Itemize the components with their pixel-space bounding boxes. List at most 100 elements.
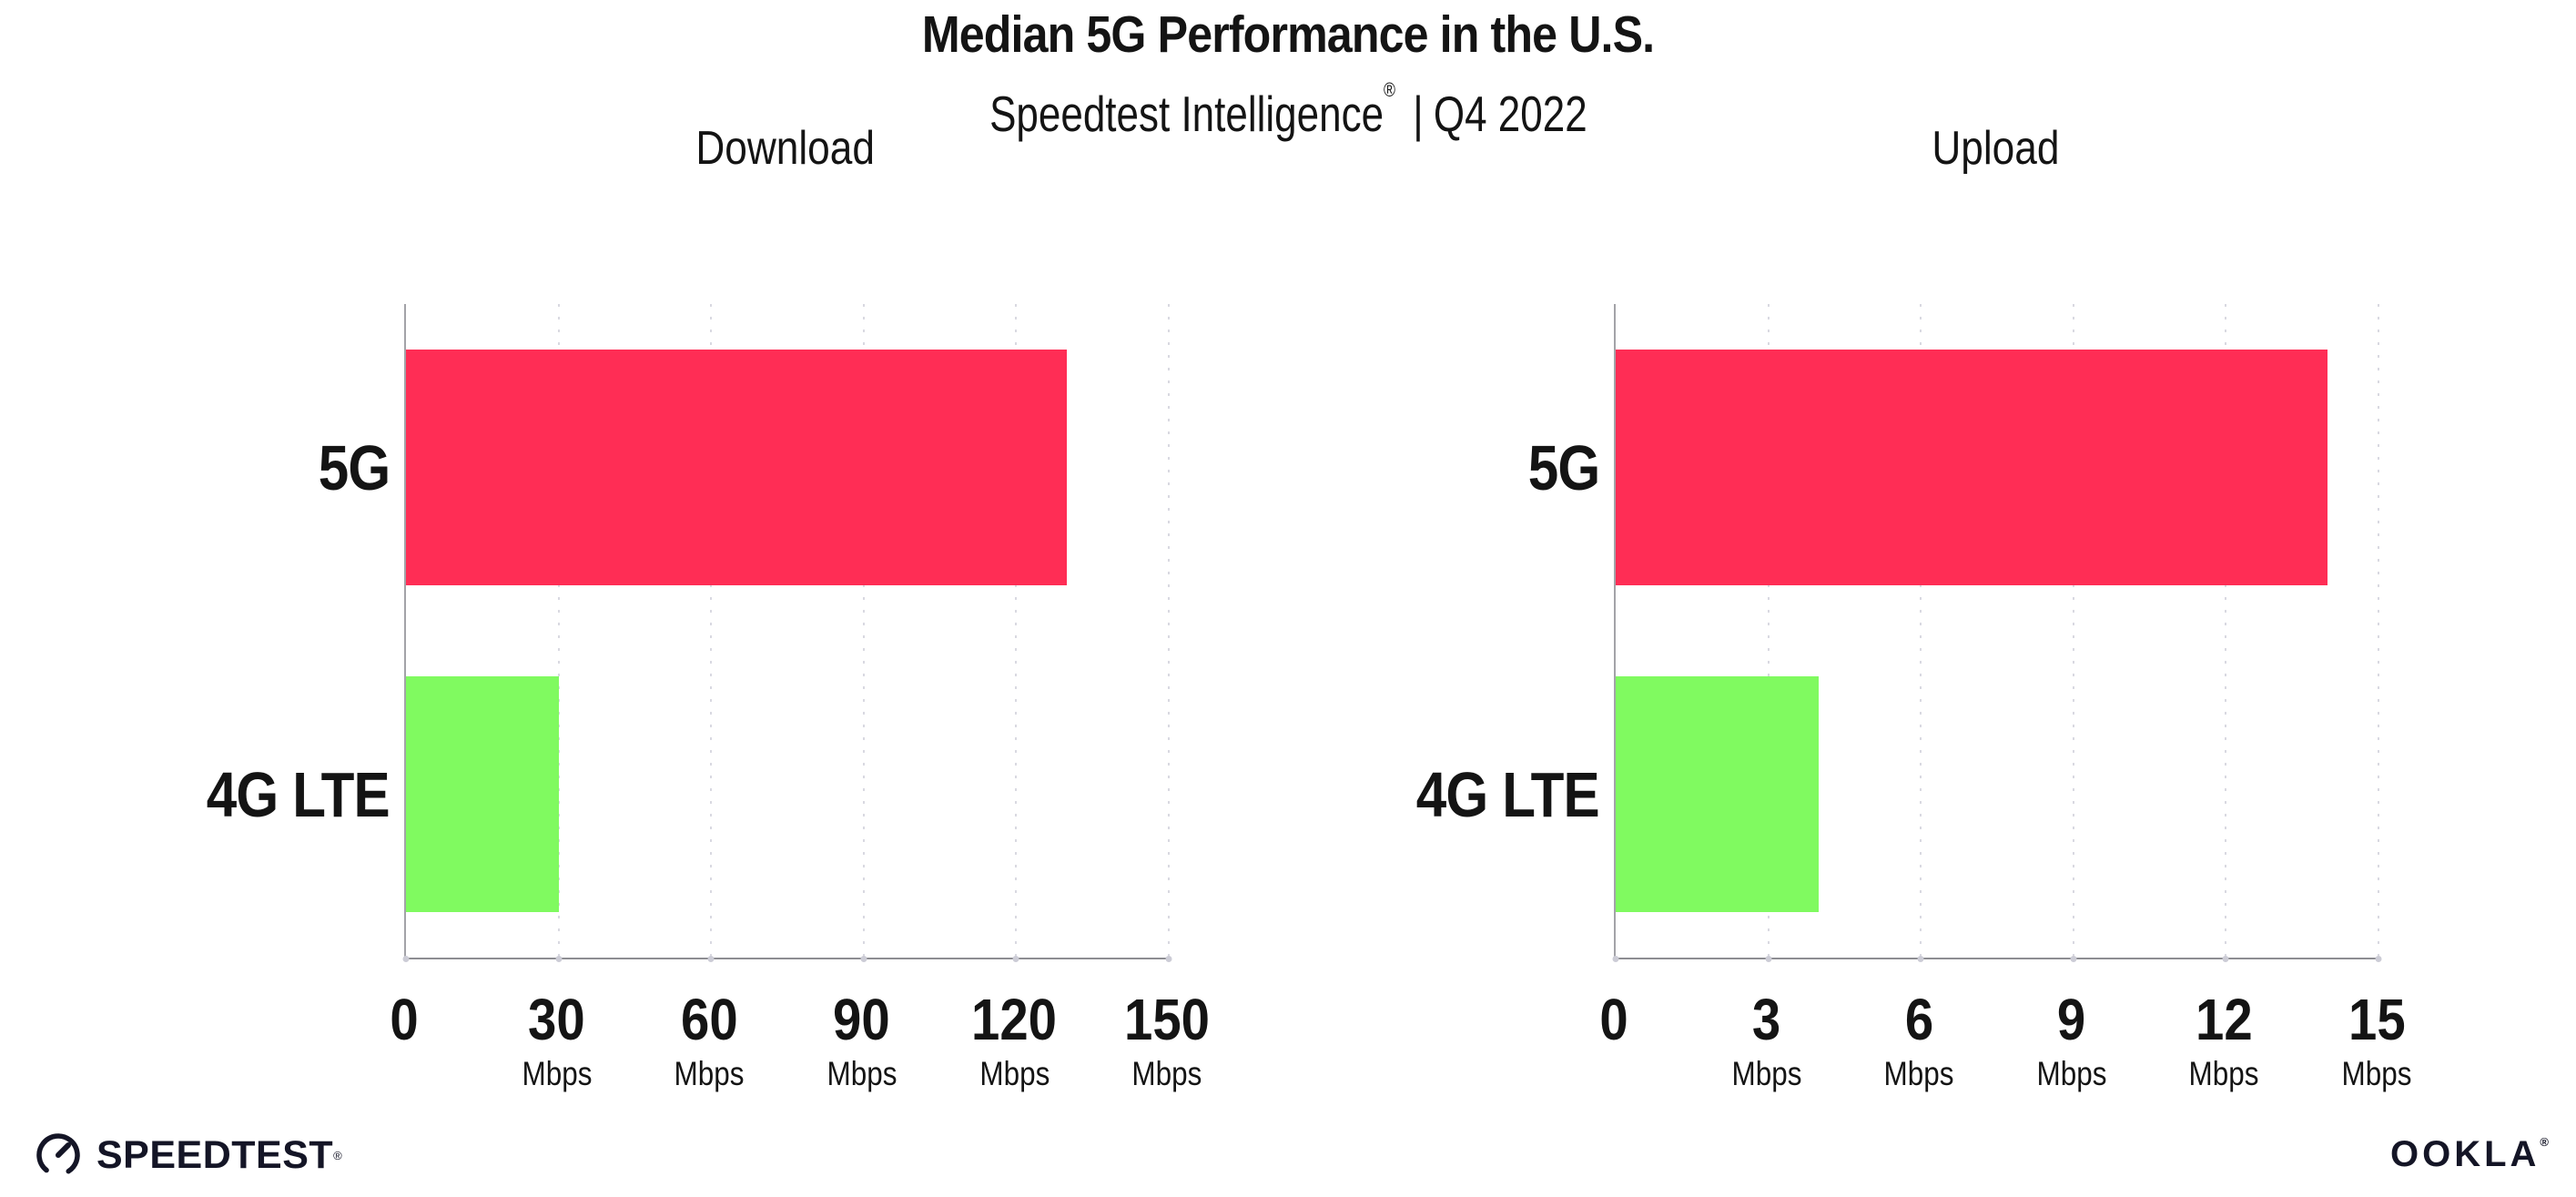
chart-title-text: Upload (1931, 122, 2060, 175)
subtitle-separator: | (1412, 86, 1424, 142)
x-tick-value-text: 120 (971, 987, 1058, 1052)
x-tick-unit-text: Mbps (1883, 1055, 1954, 1092)
speedtest-gauge-icon (36, 1133, 80, 1177)
x-tick-unit: Mbps (1878, 1056, 1960, 1092)
x-tick-unit-text: Mbps (522, 1055, 593, 1092)
speedtest-wordmark: SPEEDTEST (96, 1132, 334, 1177)
x-tick-unit-text: Mbps (674, 1055, 745, 1092)
x-tick-0: 0 (388, 990, 421, 1049)
x-tick-unit-text: Mbps (2341, 1055, 2412, 1092)
gridline-9 (2072, 304, 2074, 958)
category-label-text: 5G (318, 431, 390, 503)
plot-area-download (402, 304, 1172, 962)
chart-panel-upload: Upload 5G 4G LTE 0 3 Mbps 6 Mbps 9 Mbps 12 Mbps 15 Mb… (1350, 120, 2412, 1154)
bar-4g-lte-download (406, 676, 559, 912)
x-tick-unit-text: Mbps (1131, 1055, 1202, 1092)
x-tick-unit-text: Mbps (979, 1055, 1050, 1092)
x-tick-value: 3 (1725, 990, 1807, 1049)
x-tick-value-text: 9 (2057, 987, 2086, 1052)
x-tick-30: 30 Mbps (515, 990, 597, 1092)
x-tick-120: 120 Mbps (966, 990, 1063, 1092)
y-axis-labels: 5G 4G LTE (140, 304, 404, 958)
charts-row: Download 5G 4G LTE 0 30 Mbps 60 Mbps 90 Mbps 120 Mb… (140, 120, 2412, 1154)
x-tick-12: 12 Mbps (2183, 990, 2265, 1092)
x-tick-unit: Mbps (1725, 1056, 1807, 1092)
gridline-120 (1015, 304, 1018, 958)
axis-tick-dot-3 (1765, 956, 1772, 962)
axis-tick-dot-0 (1612, 956, 1619, 962)
x-tick-value: 9 (2031, 990, 2113, 1049)
x-axis-labels: 0 3 Mbps 6 Mbps 9 Mbps 12 Mbps 15 Mbps (1599, 990, 2411, 1154)
speedtest-logo: SPEEDTEST ® (33, 1130, 342, 1181)
x-tick-unit-text: Mbps (1731, 1055, 1802, 1092)
chart-title-download: Download (404, 120, 1167, 177)
gridline-15 (2378, 304, 2379, 958)
x-tick-90: 90 Mbps (821, 990, 903, 1092)
category-label-4g-lte: 4G LTE (1386, 758, 1600, 831)
gridline-150 (1168, 304, 1170, 958)
x-tick-unit-text: Mbps (2036, 1055, 2107, 1092)
plot-area-upload (1612, 304, 2382, 962)
x-tick-unit-text: Mbps (827, 1055, 898, 1092)
category-label-text: 4G LTE (1415, 758, 1600, 830)
category-label-text: 5G (1527, 431, 1599, 503)
x-tick-value-text: 60 (680, 987, 738, 1052)
x-tick-unit: Mbps (821, 1056, 903, 1092)
x-tick-value-text: 0 (390, 987, 419, 1052)
y-axis-labels: 5G 4G LTE (1350, 304, 1614, 958)
axis-tick-dot-15 (2375, 956, 2382, 962)
axis-tick-dot-60 (707, 956, 715, 962)
bar-5g-download (406, 350, 1068, 585)
x-tick-unit: Mbps (2183, 1056, 2265, 1092)
x-tick-9: 9 Mbps (2031, 990, 2113, 1092)
x-tick-value-text: 15 (2348, 987, 2406, 1052)
x-tick-unit: Mbps (2336, 1056, 2418, 1092)
gridline-12 (2225, 304, 2227, 958)
category-label-5g: 5G (1516, 431, 1599, 504)
x-tick-60: 60 Mbps (668, 990, 750, 1092)
page-subtitle-text: Speedtest Intelligence® | Q4 2022 (989, 64, 1587, 140)
category-label-4g-lte: 4G LTE (177, 758, 390, 831)
x-tick-unit: Mbps (966, 1056, 1063, 1092)
x-tick-unit: Mbps (1119, 1056, 1216, 1092)
chart-title-text: Download (695, 122, 876, 175)
axis-tick-dot-90 (860, 956, 867, 962)
x-tick-value: 90 (821, 990, 903, 1049)
axis-tick-dot-6 (1917, 956, 1924, 962)
ookla-wordmark: OOKLA (2389, 1134, 2541, 1174)
x-tick-unit: Mbps (515, 1056, 597, 1092)
x-tick-value: 12 (2183, 990, 2265, 1049)
header: Median 5G Performance in the U.S. Speedt… (0, 0, 2576, 140)
page-subtitle: Speedtest Intelligence® | Q4 2022 (0, 64, 2576, 140)
chart-panel-download: Download 5G 4G LTE 0 30 Mbps 60 Mbps 90 Mbps 120 Mb… (140, 120, 1210, 1154)
x-tick-value: 6 (1878, 990, 1960, 1049)
x-tick-value-text: 150 (1124, 987, 1210, 1052)
category-label-5g: 5G (307, 431, 390, 504)
bar-4g-lte-upload (1616, 676, 1820, 912)
axis-tick-dot-12 (2222, 956, 2229, 962)
x-tick-value-text: 30 (528, 987, 585, 1052)
gridline-90 (862, 304, 865, 958)
axis-tick-dot-9 (2070, 956, 2077, 962)
ookla-registered-mark: ® (2540, 1135, 2549, 1149)
x-tick-unit: Mbps (668, 1056, 750, 1092)
axis-tick-dot-120 (1012, 956, 1019, 962)
x-tick-15: 15 Mbps (2336, 990, 2418, 1092)
plot-wrap: 5G 4G LTE (1350, 304, 2382, 962)
x-tick-150: 150 Mbps (1119, 990, 1216, 1092)
x-tick-value: 0 (1597, 990, 1630, 1049)
x-tick-value-text: 90 (833, 987, 891, 1052)
x-tick-value: 30 (515, 990, 597, 1049)
x-tick-value-text: 0 (1599, 987, 1628, 1052)
x-tick-6: 6 Mbps (1878, 990, 1960, 1092)
x-tick-value: 15 (2336, 990, 2418, 1049)
page-title-text: Median 5G Performance in the U.S. (921, 5, 1655, 64)
category-label-text: 4G LTE (206, 758, 390, 830)
x-tick-3: 3 Mbps (1725, 990, 1807, 1092)
x-tick-unit-text: Mbps (2188, 1055, 2259, 1092)
bar-5g-upload (1616, 350, 2328, 585)
gridline-6 (1920, 304, 1922, 958)
speedtest-registered-mark: ® (333, 1148, 342, 1162)
plot-wrap: 5G 4G LTE (140, 304, 1172, 962)
